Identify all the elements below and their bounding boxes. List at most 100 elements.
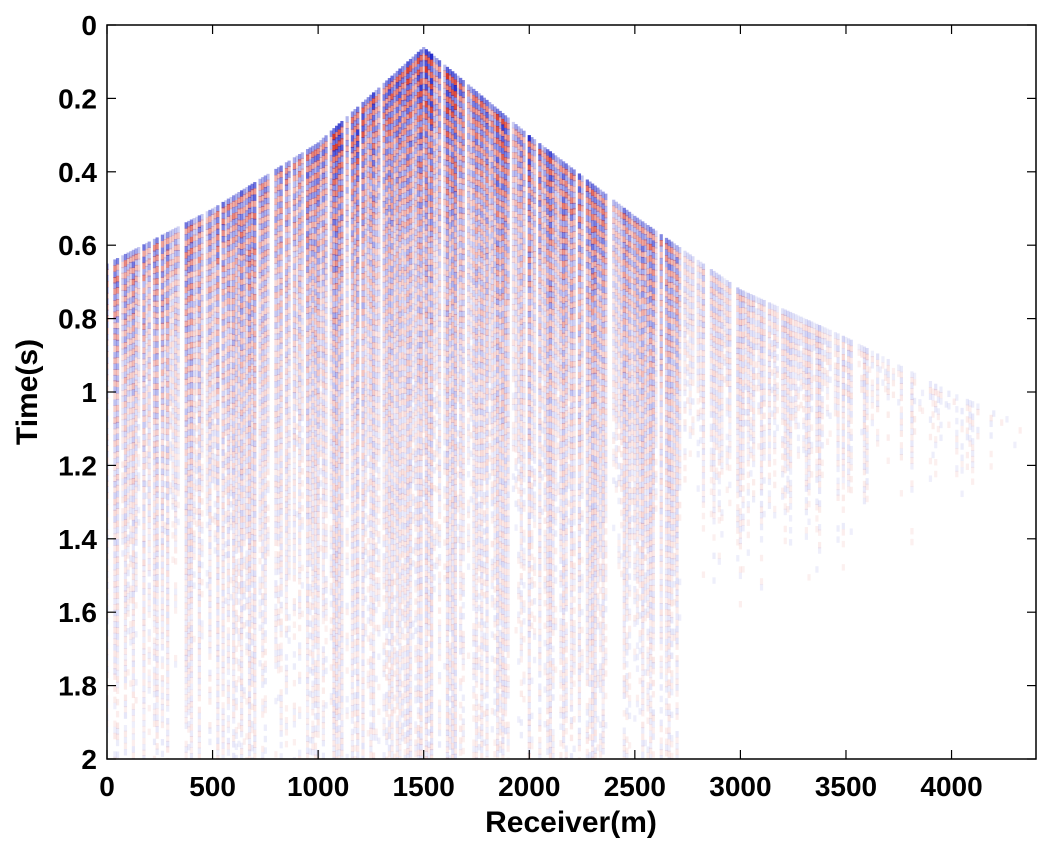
wavelet-sample (253, 634, 257, 641)
wavelet-sample (115, 369, 120, 376)
wavelet-sample (279, 254, 283, 261)
wavelet-sample (192, 265, 196, 272)
wavelet-sample (155, 243, 159, 250)
wavelet-sample (147, 445, 151, 453)
wavelet-sample (107, 547, 109, 554)
wavelet-sample (221, 742, 225, 749)
wavelet-sample (195, 245, 199, 253)
wavelet-sample (115, 544, 120, 552)
wavelet-sample (129, 449, 133, 456)
wavelet-sample (166, 740, 170, 748)
wavelet-sample (266, 480, 270, 487)
wavelet-sample (184, 234, 188, 241)
wavelet-sample (253, 611, 257, 619)
wavelet-sample (200, 405, 204, 413)
wavelet-sample (129, 267, 133, 274)
wavelet-sample (187, 680, 191, 687)
wavelet-sample (142, 731, 146, 739)
wavelet-sample (155, 679, 159, 686)
wavelet-sample (123, 725, 128, 732)
wavelet-sample (126, 522, 130, 529)
wavelet-sample (184, 408, 188, 415)
wavelet-sample (184, 585, 188, 592)
wavelet-sample (115, 751, 120, 758)
wavelet-sample (176, 435, 180, 443)
wavelet-sample (134, 374, 138, 381)
wavelet-sample (134, 345, 138, 352)
wavelet-sample (247, 644, 252, 652)
wavelet-sample (166, 458, 170, 465)
wavelet-sample (200, 271, 204, 279)
wavelet-sample (187, 295, 191, 303)
wavelet-sample (184, 557, 188, 564)
wavelet-sample (168, 482, 172, 489)
wavelet-sample (115, 468, 120, 475)
wavelet-sample (113, 751, 117, 758)
wavelet-sample (216, 573, 220, 580)
wavelet-sample (163, 297, 167, 305)
wavelet-sample (292, 598, 296, 605)
wavelet-sample (113, 592, 117, 600)
wavelet-sample (287, 183, 291, 190)
wavelet-sample (200, 510, 204, 517)
wavelet-sample (232, 669, 236, 677)
wavelet-sample (208, 618, 212, 626)
wavelet-sample (316, 707, 320, 714)
wavelet-sample (184, 473, 188, 481)
wavelet-sample (279, 306, 283, 314)
wavelet-sample (298, 589, 302, 597)
wavelet-sample (131, 519, 135, 527)
wavelet-sample (160, 369, 165, 377)
wavelet-sample (216, 352, 220, 360)
wavelet-sample (189, 631, 194, 638)
wavelet-sample (192, 453, 196, 461)
wavelet-sample (187, 498, 191, 506)
wavelet-sample (208, 535, 212, 543)
wavelet-sample (142, 576, 146, 583)
wavelet-sample (189, 330, 194, 338)
wavelet-sample (142, 305, 146, 313)
wavelet-sample (187, 272, 191, 279)
wavelet-sample (192, 460, 196, 467)
wavelet-sample (142, 358, 146, 366)
wavelet-sample (147, 552, 151, 559)
wavelet-sample (107, 510, 109, 518)
wavelet-sample (126, 593, 130, 600)
wavelet-sample (216, 713, 220, 721)
wavelet-sample (129, 443, 133, 450)
wavelet-sample (197, 405, 201, 412)
wavelet-sample (163, 315, 167, 323)
wavelet-sample (115, 651, 120, 659)
wavelet-sample (123, 585, 128, 592)
wavelet-sample (142, 445, 146, 452)
wavelet-sample (152, 654, 157, 662)
wavelet-sample (152, 305, 157, 313)
wavelet-sample (142, 755, 146, 759)
wavelet-sample (298, 549, 302, 556)
wavelet-sample (121, 284, 125, 291)
wavelet-sample (131, 733, 135, 740)
wavelet-sample (155, 359, 159, 367)
wavelet-sample (144, 343, 149, 350)
wavelet-sample (195, 461, 199, 469)
wavelet-sample (160, 716, 165, 723)
wavelet-sample (174, 388, 178, 395)
wavelet-sample (121, 484, 125, 492)
wavelet-sample (189, 527, 194, 535)
wavelet-sample (189, 591, 194, 598)
wavelet-sample (144, 295, 149, 303)
wavelet-sample (134, 580, 138, 587)
wavelet-sample (160, 609, 165, 616)
wavelet-sample (160, 398, 165, 405)
wavelet-sample (160, 543, 165, 551)
wavelet-sample (195, 317, 199, 324)
wavelet-sample (300, 384, 304, 392)
wavelet-sample (142, 486, 146, 493)
wavelet-sample (216, 632, 220, 640)
wavelet-sample (152, 637, 157, 644)
wavelet-sample (123, 665, 128, 672)
wavelet-sample (174, 301, 178, 309)
wavelet-sample (160, 421, 165, 429)
wavelet-sample (197, 712, 201, 720)
wavelet-sample (134, 557, 138, 564)
